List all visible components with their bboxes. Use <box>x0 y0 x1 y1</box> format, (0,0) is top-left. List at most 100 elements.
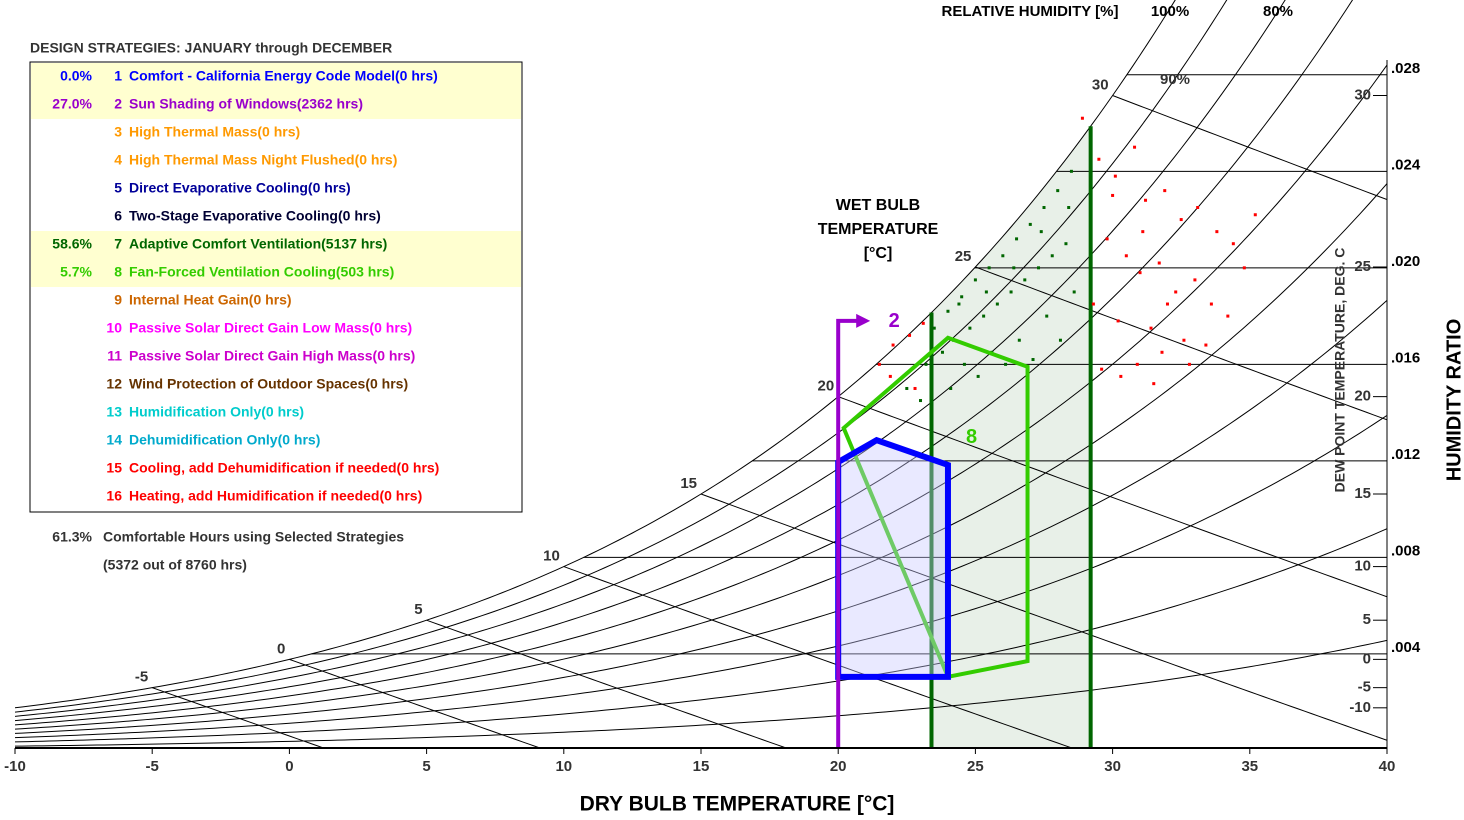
legend-number: 13 <box>106 404 122 420</box>
shading-arrowhead <box>856 313 871 328</box>
x-tick-label: -5 <box>146 758 159 775</box>
data-point <box>1204 343 1208 347</box>
data-point <box>995 302 999 306</box>
wet-bulb-line <box>152 687 324 748</box>
rh-curve <box>15 528 1387 743</box>
legend-label: Internal Heat Gain(0 hrs) <box>129 292 292 308</box>
dew-point-label: -5 <box>1358 679 1371 696</box>
wet-bulb-label: 15 <box>680 475 697 492</box>
data-point <box>1187 362 1191 366</box>
legend-number: 8 <box>114 264 122 280</box>
legend-label: Two-Stage Evaporative Cooling(0 hrs) <box>129 208 381 224</box>
rh-curve <box>15 414 1387 739</box>
shading-line <box>836 318 859 748</box>
legend-highlight <box>31 231 521 259</box>
x-tick-label: 40 <box>1379 758 1396 775</box>
data-point <box>929 411 933 415</box>
data-point <box>1080 116 1084 120</box>
top-label: RELATIVE HUMIDITY [%] <box>942 3 1119 20</box>
wet-bulb-label: 10 <box>543 548 560 565</box>
data-point <box>1135 362 1139 366</box>
data-point <box>1165 302 1169 306</box>
data-point <box>1215 230 1219 234</box>
data-point <box>921 321 925 325</box>
legend-label: Heating, add Humidification if needed(0 … <box>129 488 422 504</box>
legend-number: 7 <box>114 236 122 252</box>
legend-box <box>29 61 523 513</box>
x-tick-label: 20 <box>830 758 847 775</box>
data-point <box>1105 237 1109 241</box>
data-point <box>1160 350 1164 354</box>
legend-number: 16 <box>106 488 122 504</box>
data-point <box>1058 338 1062 342</box>
legend-label: Humidification Only(0 hrs) <box>129 404 304 420</box>
data-point <box>968 326 972 330</box>
rh-curve <box>15 300 1387 734</box>
data-point <box>888 374 892 378</box>
data-point <box>1174 290 1178 294</box>
wet-bulb-line <box>426 619 788 748</box>
data-point <box>1004 362 1008 366</box>
data-point <box>1182 338 1186 342</box>
data-point <box>1242 266 1246 270</box>
dew-point-label: 20 <box>1354 388 1371 405</box>
wet-bulb-label: 5 <box>414 601 422 618</box>
data-point <box>1023 278 1027 282</box>
legend-number: 11 <box>107 348 122 364</box>
data-point <box>1067 206 1071 210</box>
data-point <box>1017 338 1021 342</box>
y-axis-title: HUMIDITY RATIO <box>1443 319 1464 482</box>
wet-bulb-title: [°C] <box>864 245 893 262</box>
data-point <box>905 386 909 390</box>
data-point <box>946 309 950 313</box>
legend-number: 2 <box>114 96 122 112</box>
summary-pct: 61.3% <box>52 529 92 545</box>
rh-curve <box>15 0 1228 713</box>
legend-label: Passive Solar Direct Gain Low Mass(0 hrs… <box>129 320 412 336</box>
legend-label: Cooling, add Dehumidification if needed(… <box>129 460 439 476</box>
y-tick-label: .028 <box>1391 60 1420 77</box>
legend-label: Sun Shading of Windows(2362 hrs) <box>129 96 363 112</box>
data-point <box>932 326 936 330</box>
legend-number: 1 <box>114 68 122 84</box>
y-tick-label: .020 <box>1391 253 1420 270</box>
legend-label: Comfort - California Energy Code Model(0… <box>129 68 438 84</box>
comfort-zone <box>835 436 951 680</box>
legend-number: 5 <box>114 180 122 196</box>
y-tick-label: .016 <box>1391 349 1420 366</box>
data-point <box>1012 266 1016 270</box>
rh-curve <box>15 0 1286 717</box>
x-tick-label: 10 <box>555 758 572 775</box>
wet-bulb-line <box>975 266 1387 421</box>
summary-text: Comfortable Hours using Selected Strateg… <box>103 529 404 545</box>
data-point <box>987 266 991 270</box>
legend-label: Wind Protection of Outdoor Spaces(0 hrs) <box>129 376 408 392</box>
legend-label: High Thermal Mass Night Flushed(0 hrs) <box>129 152 397 168</box>
wet-bulb-title: TEMPERATURE <box>818 221 939 238</box>
data-point <box>1196 206 1200 210</box>
data-point <box>1039 230 1043 234</box>
data-point <box>1231 242 1235 246</box>
zone-label: 8 <box>966 426 977 448</box>
data-point <box>1072 290 1076 294</box>
data-point <box>1097 157 1101 161</box>
summary-detail: (5372 out of 8760 hrs) <box>103 557 247 573</box>
y2-axis-title: DEW POINT TEMPERATURE, DEG. C <box>1332 248 1348 493</box>
data-point <box>1091 302 1095 306</box>
data-point <box>877 362 881 366</box>
legend-highlight <box>31 63 521 91</box>
dew-point-label: 10 <box>1354 558 1371 575</box>
data-point <box>1050 254 1054 258</box>
data-point <box>1111 193 1115 197</box>
wet-bulb-label: 30 <box>1092 76 1109 93</box>
wet-bulb-line <box>700 493 1387 741</box>
legend-pct: 58.6% <box>52 236 92 252</box>
data-point <box>1141 230 1145 234</box>
data-point <box>976 374 980 378</box>
legend-number: 14 <box>106 432 122 448</box>
data-point <box>960 295 964 299</box>
data-point <box>919 399 923 403</box>
plot-area <box>15 0 1387 748</box>
data-point <box>924 362 928 366</box>
